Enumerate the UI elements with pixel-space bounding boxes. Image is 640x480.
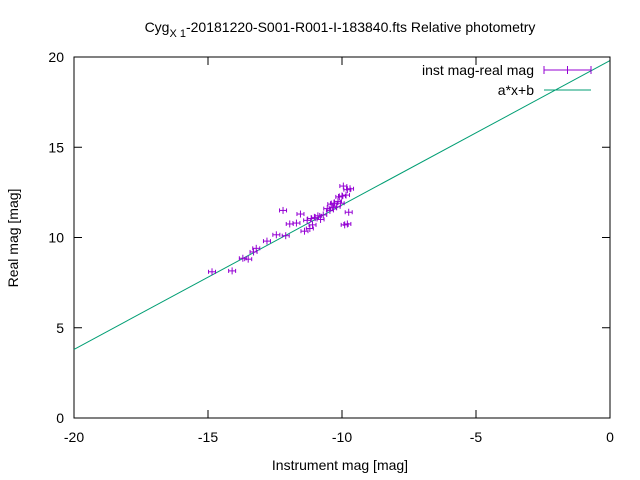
data-point bbox=[208, 268, 217, 276]
data-point bbox=[228, 267, 237, 275]
data-point bbox=[292, 219, 301, 227]
x-tick-label: -15 bbox=[198, 429, 218, 445]
data-point bbox=[296, 210, 305, 218]
legend-label-points: inst mag-real mag bbox=[422, 62, 534, 78]
data-point bbox=[319, 211, 328, 219]
data-point bbox=[252, 244, 261, 252]
y-tick-label: 20 bbox=[48, 49, 64, 65]
x-tick-label: 0 bbox=[606, 429, 614, 445]
x-tick-label: -10 bbox=[332, 429, 352, 445]
y-tick-label: 10 bbox=[48, 230, 64, 246]
data-point bbox=[272, 231, 281, 239]
title-subscript: X 1 bbox=[169, 28, 186, 40]
legend-label-fit: a*x+b bbox=[498, 82, 534, 98]
fit-line bbox=[73, 60, 611, 350]
data-point bbox=[238, 254, 247, 262]
data-point bbox=[316, 215, 325, 223]
data-point bbox=[300, 227, 309, 235]
data-point bbox=[305, 224, 314, 232]
data-point bbox=[307, 215, 316, 223]
plot-border bbox=[73, 56, 611, 419]
plot-frame bbox=[73, 56, 611, 419]
title-rest: -20181220-S001-R001-I-183840.fts Relativ… bbox=[186, 19, 535, 35]
data-point bbox=[336, 199, 345, 207]
title-main: Cyg bbox=[145, 19, 170, 35]
x-tick-label: -5 bbox=[470, 429, 483, 445]
data-point bbox=[249, 248, 258, 256]
fit-line-layer bbox=[73, 60, 611, 350]
x-axis-label: Instrument mag [mag] bbox=[272, 457, 408, 473]
y-tick-label: 0 bbox=[56, 410, 64, 426]
data-point bbox=[344, 208, 353, 216]
y-tick-label: 5 bbox=[56, 320, 64, 336]
y-axis-label: Real mag [mag] bbox=[5, 189, 21, 288]
data-points-layer bbox=[208, 182, 355, 276]
data-point bbox=[308, 221, 317, 229]
data-point bbox=[342, 191, 351, 199]
data-point bbox=[332, 203, 341, 211]
axis-ticks: -20 -15 -10 -5 0 0 5 10 15 20 bbox=[48, 49, 614, 445]
chart-title: CygX 1-20181220-S001-R001-I-183840.fts R… bbox=[145, 19, 536, 40]
data-point bbox=[343, 220, 352, 228]
data-point bbox=[338, 192, 346, 200]
data-point bbox=[281, 232, 290, 240]
data-point bbox=[285, 220, 294, 228]
legend: inst mag-real mag a*x+b bbox=[422, 62, 592, 98]
data-point bbox=[244, 255, 253, 263]
legend-sample-points bbox=[543, 66, 592, 74]
data-point bbox=[339, 182, 348, 190]
x-tick-label: -20 bbox=[64, 429, 84, 445]
y-tick-label: 15 bbox=[48, 139, 64, 155]
data-point bbox=[346, 185, 355, 193]
data-point bbox=[279, 206, 288, 214]
data-point bbox=[262, 237, 271, 245]
